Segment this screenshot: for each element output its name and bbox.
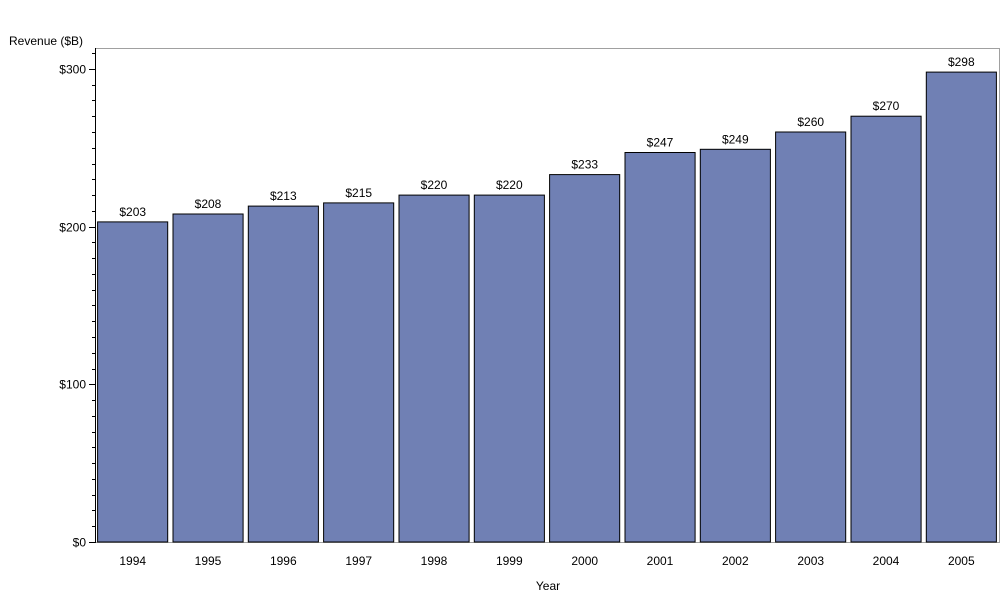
data-label-2004: $270 [873,99,900,113]
x-tick-label-2005: 2005 [948,554,975,568]
x-tick-label-2004: 2004 [873,554,900,568]
bar-2003 [775,131,847,543]
x-tick-labels: 1994 1995 1996 1997 1998 1999 2000 2001 2002 2003… [119,554,975,568]
x-tick-label-2002: 2002 [722,554,749,568]
x-tick-label-1999: 1999 [496,554,523,568]
y-major-ticks: $0 $100 $200 $300 [59,63,95,550]
x-tick-label-2003: 2003 [797,554,824,568]
bars [97,71,997,543]
x-axis-label: Year [536,579,560,593]
data-label-1994: $203 [119,205,146,219]
bar-2005 [925,71,997,543]
data-label-2001: $247 [647,136,674,150]
data-label-2002: $249 [722,132,749,146]
data-label-1995: $208 [195,197,222,211]
bar-2001 [624,152,696,543]
bar-2002 [699,148,771,543]
data-label-1999: $220 [496,178,523,192]
bar-1994 [97,221,169,543]
bar-1998 [398,194,470,543]
x-tick-label-1994: 1994 [119,554,146,568]
data-label-2003: $260 [797,115,824,129]
y-tick-label: $200 [59,221,86,235]
y-tick-label: $300 [59,63,86,77]
x-tick-label-1996: 1996 [270,554,297,568]
x-tick-label-1997: 1997 [345,554,372,568]
data-labels: $203 $208 $213 $215 $220 $220 $233 $247 $249 $260… [119,55,975,219]
y-minor-ticks [92,53,95,543]
x-tick-label-1995: 1995 [195,554,222,568]
y-axis-label: Revenue ($B) [9,34,83,48]
data-label-2000: $233 [571,158,598,172]
bar-1995 [172,213,244,543]
data-label-1998: $220 [421,178,448,192]
x-tick-label-1998: 1998 [421,554,448,568]
bar-1997 [323,202,395,543]
bar-2004 [850,115,922,543]
y-tick-label: $0 [73,536,87,550]
data-label-1996: $213 [270,189,297,203]
x-tick-label-2001: 2001 [647,554,674,568]
bar-1996 [247,205,319,543]
bar-1999 [473,194,545,543]
data-label-2005: $298 [948,55,975,69]
x-tick-label-2000: 2000 [571,554,598,568]
y-tick-label: $100 [59,378,86,392]
data-label-1997: $215 [345,186,372,200]
bar-2000 [549,174,621,543]
